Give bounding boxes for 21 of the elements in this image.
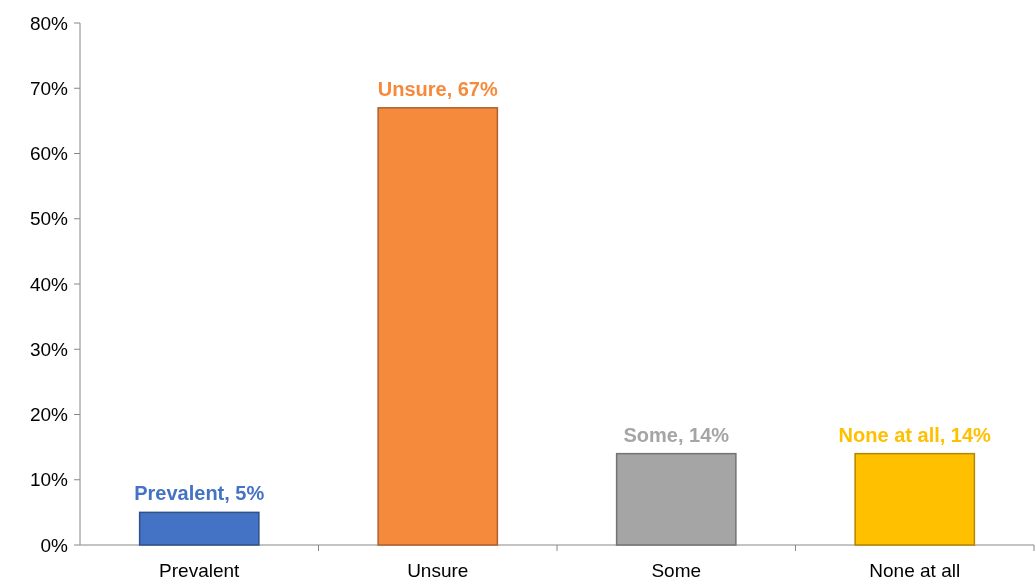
y-tick-label: 70%	[29, 77, 69, 99]
y-tick-label: 40%	[29, 273, 69, 295]
x-tick-label: Unsure	[407, 560, 469, 581]
x-tick-label: Prevalent	[159, 560, 241, 581]
y-tick-label: 30%	[29, 338, 69, 360]
bar	[377, 107, 499, 546]
y-tick-label: 0%	[40, 534, 69, 556]
x-tick-label: None at all	[869, 560, 961, 581]
data-label: Some, 14%	[623, 423, 730, 446]
bar	[138, 511, 260, 546]
data-label: None at all, 14%	[838, 423, 992, 446]
y-tick-label: 50%	[29, 208, 69, 230]
bar	[615, 452, 737, 546]
data-label: Unsure, 67%	[377, 77, 498, 100]
y-tick-label: 80%	[29, 12, 69, 34]
bar	[854, 452, 976, 546]
data-label: Prevalent, 5%	[134, 482, 265, 505]
y-tick-label: 10%	[29, 469, 69, 491]
y-tick-label: 20%	[29, 404, 69, 426]
y-tick-label: 60%	[29, 143, 69, 165]
x-tick-label: Some	[651, 560, 702, 581]
